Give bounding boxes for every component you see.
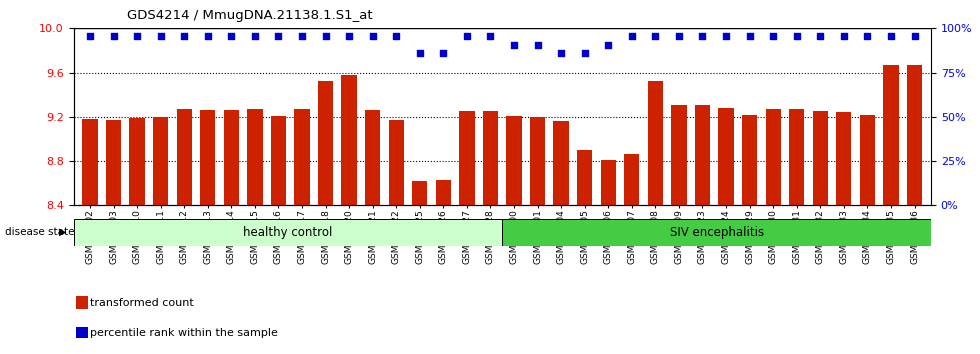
Text: disease state: disease state [5, 227, 74, 237]
Bar [460, 111, 474, 205]
Point [318, 33, 333, 39]
Point [812, 33, 828, 39]
Text: percentile rank within the sample: percentile rank within the sample [90, 329, 278, 338]
Point [624, 33, 640, 39]
Point [577, 50, 593, 56]
Bar [789, 109, 805, 205]
Bar [812, 111, 828, 205]
Point [718, 33, 734, 39]
Bar [718, 108, 734, 205]
Bar [294, 109, 310, 205]
Point [836, 33, 852, 39]
Point [742, 33, 758, 39]
Point [129, 33, 145, 39]
Point [789, 33, 805, 39]
Bar [389, 120, 404, 205]
Text: SIV encephalitis: SIV encephalitis [669, 226, 763, 239]
Point [695, 33, 710, 39]
Point [530, 42, 546, 48]
Bar [365, 110, 380, 205]
Bar [765, 109, 781, 205]
Point [482, 33, 498, 39]
Point [176, 33, 192, 39]
Point [106, 33, 122, 39]
Bar [413, 181, 427, 205]
Point [883, 33, 899, 39]
Point [554, 50, 569, 56]
Bar [223, 110, 239, 205]
Bar [507, 116, 521, 205]
Point [365, 33, 380, 39]
Bar [695, 105, 710, 205]
Bar [247, 109, 263, 205]
Point [435, 50, 451, 56]
Point [294, 33, 310, 39]
Bar [436, 180, 451, 205]
Bar [883, 65, 899, 205]
Text: GDS4214 / MmugDNA.21138.1.S1_at: GDS4214 / MmugDNA.21138.1.S1_at [127, 9, 373, 22]
Text: transformed count: transformed count [90, 298, 194, 308]
Point [200, 33, 216, 39]
Point [153, 33, 169, 39]
Bar [318, 81, 333, 205]
Bar [742, 115, 758, 205]
Point [671, 33, 687, 39]
Bar [624, 154, 640, 205]
Point [388, 33, 404, 39]
Point [341, 33, 357, 39]
Bar [648, 81, 663, 205]
Bar [601, 160, 615, 205]
Text: ▶: ▶ [59, 227, 67, 237]
Bar [74, 219, 502, 246]
Point [223, 33, 239, 39]
Bar [153, 117, 169, 205]
Point [82, 33, 98, 39]
Point [648, 33, 663, 39]
Point [412, 50, 427, 56]
Bar [530, 117, 545, 205]
Point [459, 33, 474, 39]
Point [765, 33, 781, 39]
Point [507, 42, 522, 48]
Point [247, 33, 263, 39]
Bar [341, 75, 357, 205]
Bar [106, 120, 122, 205]
Bar [200, 110, 216, 205]
Bar [906, 65, 922, 205]
Bar [176, 109, 192, 205]
Point [601, 42, 616, 48]
Bar [270, 116, 286, 205]
Bar [82, 119, 98, 205]
Bar [483, 111, 498, 205]
Bar [502, 219, 931, 246]
Point [270, 33, 286, 39]
Bar [671, 105, 687, 205]
Bar [129, 118, 145, 205]
Bar [859, 115, 875, 205]
Bar [554, 121, 568, 205]
Point [859, 33, 875, 39]
Point [906, 33, 922, 39]
Bar [836, 113, 852, 205]
Bar [577, 150, 592, 205]
Text: healthy control: healthy control [243, 226, 332, 239]
